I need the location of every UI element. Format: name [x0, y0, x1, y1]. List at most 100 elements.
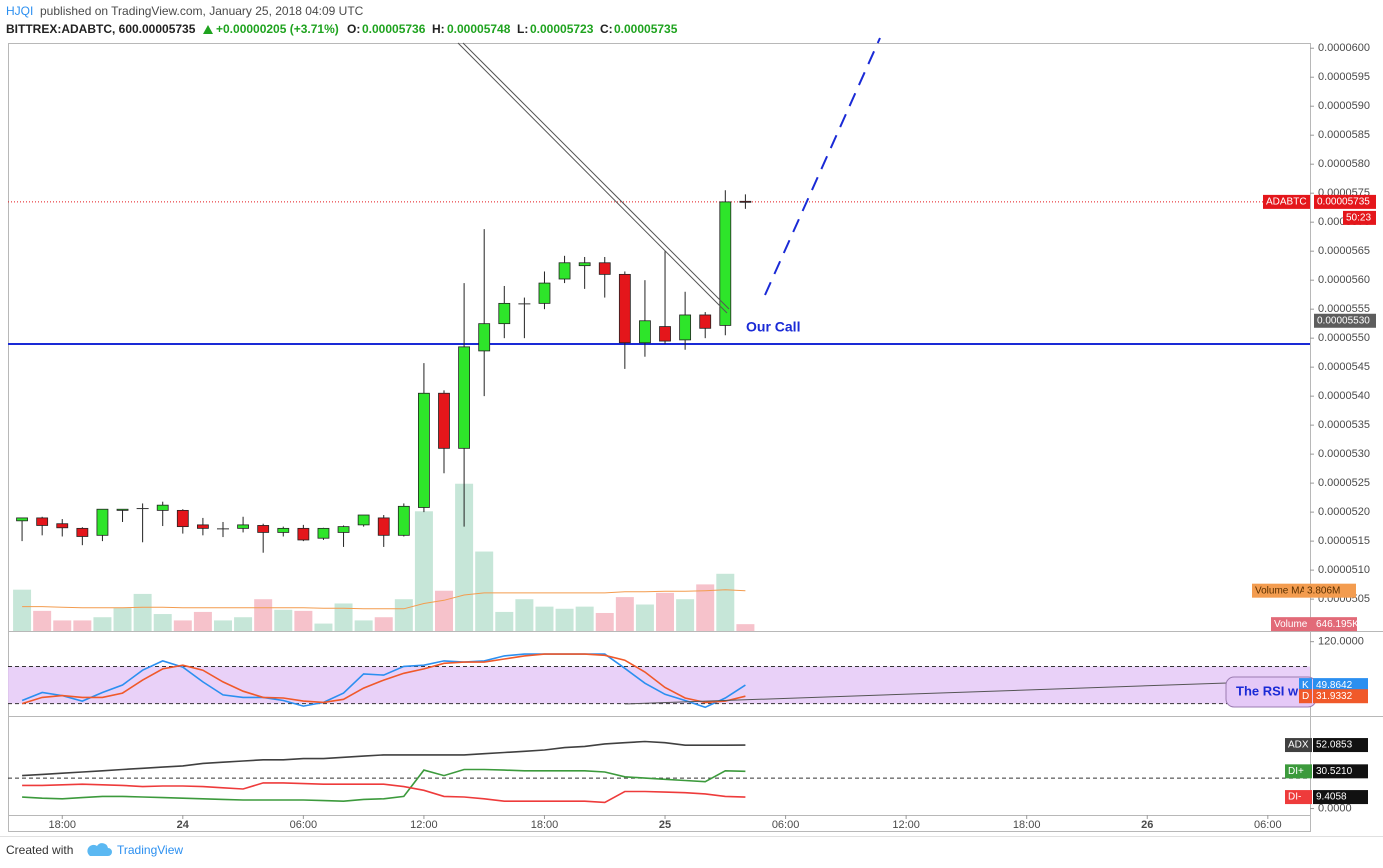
volume-bar [555, 608, 574, 631]
marked-price-tag: 0.00005530 [1317, 315, 1370, 326]
y-tick-label: 0.0000565 [1318, 245, 1370, 257]
projection-line [764, 37, 881, 296]
series-tag-bg [1313, 738, 1368, 753]
volume-bar [535, 606, 554, 631]
volume-ma-tag-bg [1304, 583, 1356, 598]
volume-bar [475, 551, 494, 631]
series-name: DI+ [1288, 766, 1304, 777]
series-tag-bg [1313, 764, 1368, 779]
volume-tag: 646.195K [1316, 619, 1359, 630]
candle-body [16, 517, 28, 522]
candle-body [578, 262, 591, 267]
candle-body [216, 528, 229, 530]
volume-bar [615, 597, 634, 631]
ohlc-key: L: [517, 22, 528, 36]
volume-bar [113, 607, 132, 631]
trend-line [624, 682, 1228, 705]
volume-bar [515, 599, 534, 631]
volume-bar [33, 610, 52, 631]
volume-name-bg [1271, 617, 1313, 632]
volume-ma-line [22, 589, 746, 610]
volume-bar [213, 620, 232, 631]
y-tick-label: 0.0000530 [1318, 448, 1370, 460]
price-axis: 18:00 24 06:00 12:00 18:00 25 06:00 12:00 18:00 2… [48, 42, 1376, 831]
candle-body [337, 526, 350, 533]
countdown-tag-bg [1343, 210, 1376, 225]
series-tag-bg [1313, 678, 1368, 693]
series-tag: 52.0853 [1316, 740, 1353, 751]
volume-bar [414, 511, 433, 631]
y-tick-label: 0.0000555 [1318, 303, 1370, 315]
volume-bar [435, 590, 454, 631]
y-tick-label: 0.0000535 [1318, 419, 1370, 431]
series-line [22, 740, 746, 777]
series-name: DI- [1288, 792, 1301, 803]
candle-body [538, 282, 551, 304]
volume-bar [93, 617, 112, 631]
y-tick-label: 0.0000545 [1318, 361, 1370, 373]
volume-bar [736, 624, 755, 631]
candle-body [317, 527, 330, 539]
x-tick-label: 26 [1141, 819, 1153, 831]
candle-body [598, 262, 611, 275]
ohlc-value: 0.00005723 [530, 22, 594, 36]
candle-body [518, 303, 531, 305]
ohlc-key: H: [432, 22, 445, 36]
x-tick-label: 18:00 [48, 819, 76, 831]
level-band [8, 666, 1310, 704]
x-tick-label: 12:00 [410, 819, 438, 831]
volume-bar [73, 620, 92, 631]
ohlc-key: O: [347, 22, 360, 36]
volume-bar [13, 589, 32, 631]
symbol-tag-bg [1263, 194, 1310, 209]
x-tick-label: 25 [659, 819, 671, 831]
series-line [21, 653, 746, 709]
candle-body [659, 326, 671, 342]
volume-bar [676, 599, 695, 631]
series-name: D [1302, 691, 1309, 702]
series-tag: 31.9332 [1316, 691, 1353, 702]
y-tick-label: 0.0000585 [1318, 129, 1370, 141]
author[interactable]: HJQI [6, 4, 33, 18]
drawings: The RSI w [457, 37, 1317, 708]
symbol-tag: ADABTC [1266, 197, 1307, 208]
volume-ma-name-bg [1252, 583, 1304, 598]
volume-bar [294, 610, 313, 631]
y-tick-label: 0.0000540 [1318, 390, 1370, 402]
volume-bar [193, 611, 212, 631]
x-tick-label: 24 [177, 819, 190, 831]
footer-brand[interactable]: TradingView [117, 843, 183, 857]
candle-body [76, 527, 89, 537]
candle-body [618, 273, 631, 344]
change: +0.00000205 (+3.71%) [216, 22, 339, 36]
volume-bar [374, 617, 393, 631]
candle-body [739, 200, 752, 203]
volume-bar [153, 614, 172, 631]
volume-name: Volume [1274, 619, 1308, 630]
volume-bar [696, 584, 715, 631]
note: The RSI w [1236, 683, 1299, 698]
candle-body [679, 314, 692, 341]
volume-ma-name: Volume MA [1255, 585, 1306, 596]
volume-bar [575, 606, 594, 631]
candle-body [458, 346, 471, 449]
y-tick-label: 0.0000595 [1318, 71, 1370, 83]
marked-price-tag-bg [1314, 313, 1376, 328]
candle-body [277, 527, 290, 533]
footer-text: Created with [6, 843, 73, 857]
x-tick-label: 06:00 [290, 819, 318, 831]
countdown-tag: 50:23 [1346, 213, 1371, 224]
price-tag: 0.00005735 [1317, 197, 1370, 208]
candle-body [257, 525, 270, 533]
series-line [22, 782, 746, 804]
y-tick-label: 120.0000 [1318, 636, 1364, 648]
candle-body [116, 508, 129, 511]
candle-body [719, 201, 732, 326]
y-tick-label: 0.0000520 [1318, 506, 1370, 518]
trend-line [457, 42, 728, 314]
candle-body [36, 517, 49, 526]
y-tick-label: 0.0000515 [1318, 535, 1370, 547]
x-tick-label: 18:00 [1013, 819, 1041, 831]
x-tick-label: 18:00 [531, 819, 559, 831]
